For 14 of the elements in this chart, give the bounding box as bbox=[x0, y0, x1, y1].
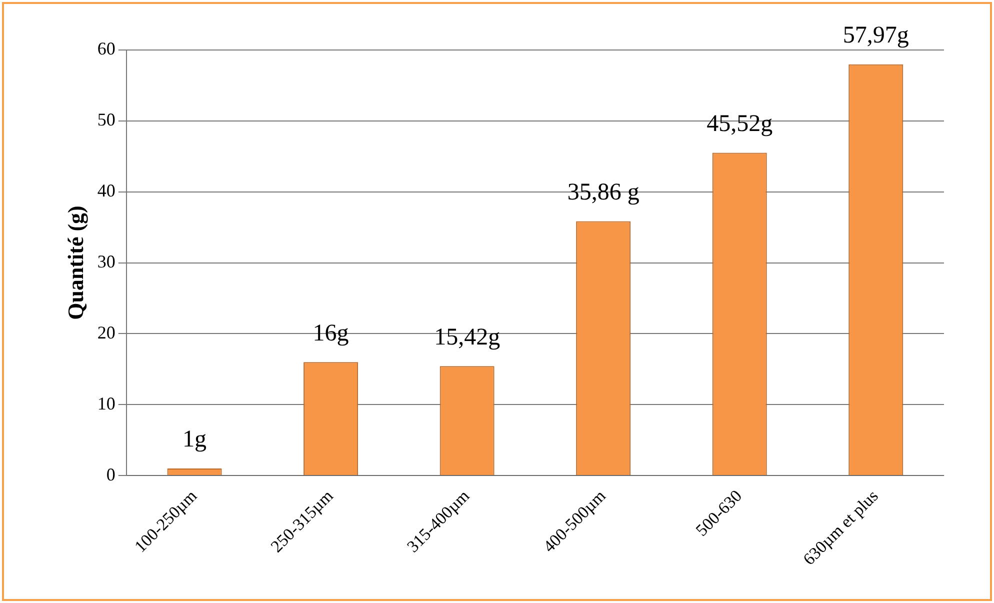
data-label: 35,86 g bbox=[567, 180, 640, 206]
data-label: 15,42g bbox=[434, 324, 500, 350]
y-tick-label: 60 bbox=[97, 38, 116, 59]
y-tick-label: 20 bbox=[97, 322, 116, 342]
data-label: 45,52g bbox=[706, 110, 773, 137]
y-tick-label: 40 bbox=[97, 180, 116, 201]
data-label: 1g bbox=[182, 426, 207, 453]
data-label: 16g bbox=[312, 320, 349, 346]
y-tick-label: 0 bbox=[106, 464, 116, 484]
y-tick-label: 30 bbox=[97, 252, 116, 272]
y-tick-label: 50 bbox=[97, 110, 116, 130]
y-tick-label: 10 bbox=[97, 393, 116, 414]
y-axis-title: Quantité (g) bbox=[62, 206, 88, 320]
data-label: 57,97g bbox=[842, 22, 909, 49]
